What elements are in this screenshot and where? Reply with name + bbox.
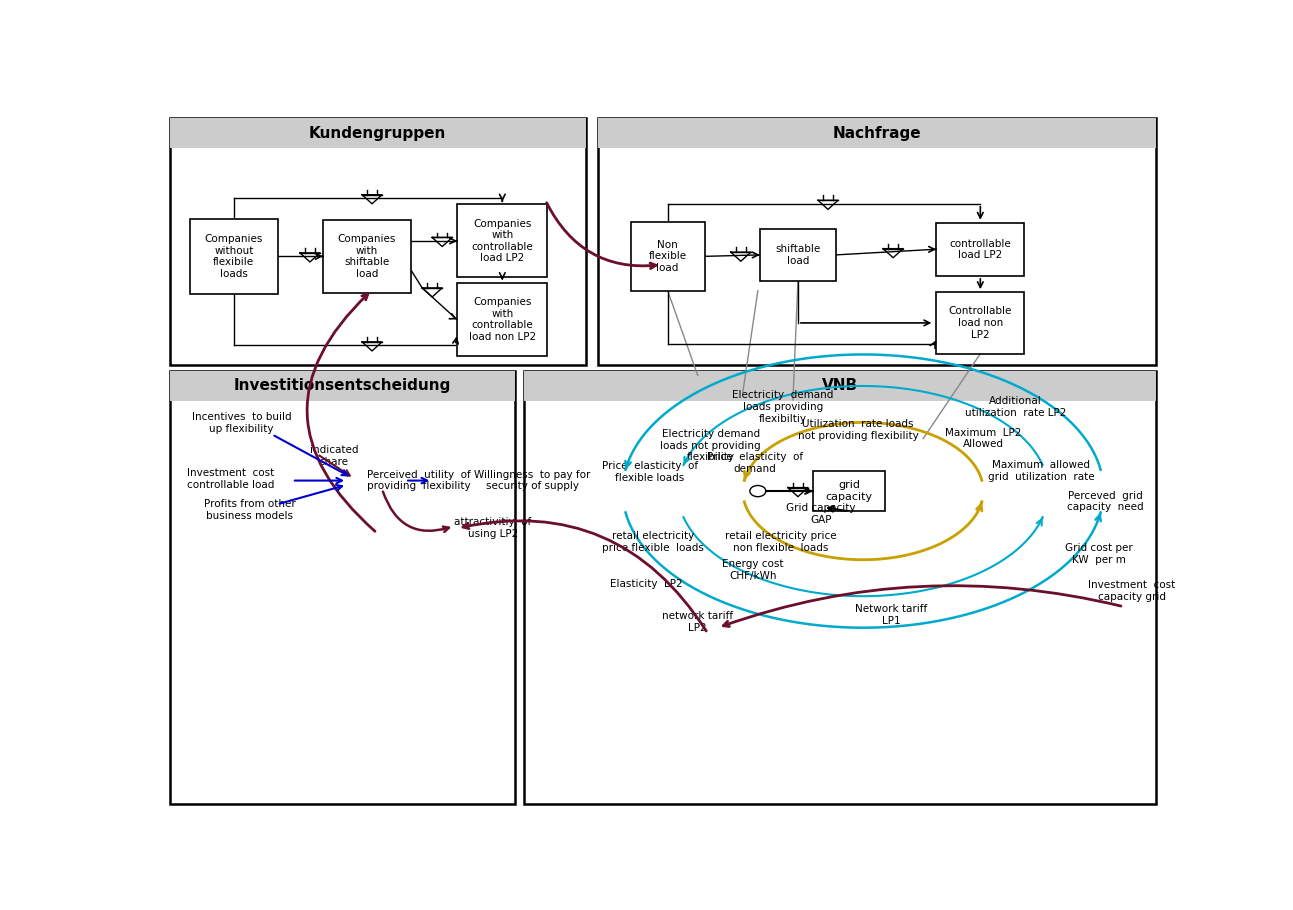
FancyBboxPatch shape — [760, 228, 835, 281]
FancyBboxPatch shape — [936, 223, 1024, 276]
Text: attractivitiy  of
using LP2: attractivitiy of using LP2 — [454, 518, 531, 539]
FancyBboxPatch shape — [169, 118, 586, 147]
FancyBboxPatch shape — [190, 218, 278, 294]
Text: indicated
share: indicated share — [310, 445, 358, 467]
Text: controllable
load LP2: controllable load LP2 — [949, 238, 1011, 260]
Text: Perceived  utility  of
providing  flexibility: Perceived utility of providing flexibili… — [367, 470, 471, 491]
Text: Incentives  to build
up flexibility: Incentives to build up flexibility — [191, 412, 291, 434]
Text: VNB: VNB — [822, 379, 859, 393]
FancyBboxPatch shape — [813, 470, 886, 511]
Text: Maximum  LP2
Allowed: Maximum LP2 Allowed — [945, 428, 1021, 450]
FancyBboxPatch shape — [936, 292, 1024, 354]
Text: Investitionsentscheidung: Investitionsentscheidung — [234, 379, 451, 393]
Text: Price  elasticity  of
flexible loads: Price elasticity of flexible loads — [601, 461, 698, 483]
Text: retail electricity
price flexible  loads: retail electricity price flexible loads — [601, 531, 703, 553]
Text: Companies
without
flexibile
loads: Companies without flexibile loads — [204, 234, 262, 278]
FancyBboxPatch shape — [169, 371, 516, 804]
Text: Non
flexible
load: Non flexible load — [649, 239, 687, 273]
Text: Controllable
load non
LP2: Controllable load non LP2 — [949, 307, 1012, 339]
Text: network tariff
LP2: network tariff LP2 — [662, 612, 733, 633]
FancyBboxPatch shape — [458, 205, 547, 278]
Text: Investment  cost
capacity grid: Investment cost capacity grid — [1087, 581, 1175, 602]
FancyBboxPatch shape — [169, 371, 516, 400]
Text: grid
capacity: grid capacity — [825, 480, 873, 502]
Text: Grid capacity
GAP: Grid capacity GAP — [786, 503, 856, 525]
FancyBboxPatch shape — [525, 371, 1156, 804]
Text: shiftable
load: shiftable load — [776, 244, 821, 266]
Text: Kundengruppen: Kundengruppen — [309, 126, 446, 140]
Text: Companies
with
controllable
load non LP2: Companies with controllable load non LP2 — [469, 297, 535, 342]
Text: Grid cost per
KW  per m: Grid cost per KW per m — [1064, 543, 1133, 565]
Text: Network tariff
LP1: Network tariff LP1 — [855, 604, 927, 626]
FancyBboxPatch shape — [169, 118, 586, 365]
Text: Perceved  grid
capacity  need: Perceved grid capacity need — [1067, 490, 1144, 512]
FancyBboxPatch shape — [597, 118, 1156, 147]
Text: Electricity  demand
loads providing
flexibiltiy: Electricity demand loads providing flexi… — [732, 390, 834, 423]
Text: Maximum  allowed
grid  utilization  rate: Maximum allowed grid utilization rate — [988, 460, 1095, 481]
Text: Profits from other
business models: Profits from other business models — [204, 500, 296, 521]
FancyBboxPatch shape — [525, 371, 1156, 400]
Text: Utilization  rate loads
not providing flexibility: Utilization rate loads not providing fle… — [798, 420, 918, 441]
Text: Electricity demand
loads not providing
flexibility: Electricity demand loads not providing f… — [661, 429, 762, 462]
Text: Additional
utilization  rate LP2: Additional utilization rate LP2 — [965, 396, 1067, 418]
Text: Willingness  to pay for
security of supply: Willingness to pay for security of suppl… — [475, 470, 591, 491]
Text: Companies
with
shiftable
load: Companies with shiftable load — [337, 234, 396, 278]
Text: Companies
with
controllable
load LP2: Companies with controllable load LP2 — [472, 218, 533, 263]
FancyBboxPatch shape — [631, 222, 705, 290]
FancyBboxPatch shape — [597, 118, 1156, 365]
Text: Investment  cost
controllable load: Investment cost controllable load — [186, 469, 274, 490]
FancyBboxPatch shape — [458, 283, 547, 356]
Circle shape — [750, 485, 765, 497]
Text: Energy cost
CHF/kWh: Energy cost CHF/kWh — [721, 560, 784, 581]
FancyBboxPatch shape — [323, 219, 411, 293]
Text: retail electricity price
non flexible  loads: retail electricity price non flexible lo… — [725, 531, 837, 553]
Text: Nachfrage: Nachfrage — [833, 126, 921, 140]
Text: Price  elasticity  of
demand: Price elasticity of demand — [707, 452, 803, 474]
Text: Elasticity  LP2: Elasticity LP2 — [610, 579, 683, 589]
